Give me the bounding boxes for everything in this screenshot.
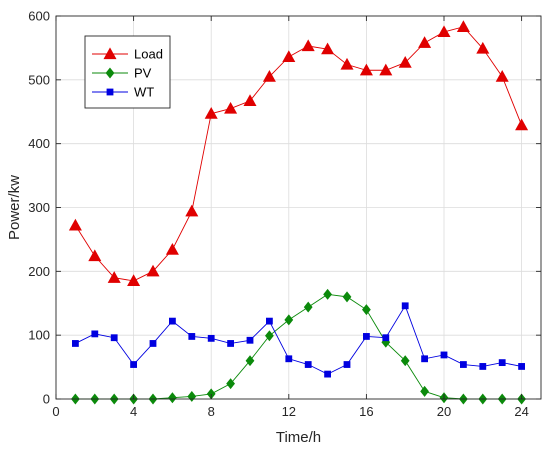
data-point-pv <box>420 385 429 397</box>
x-tick-label: 0 <box>52 404 59 419</box>
data-point-load <box>515 118 529 131</box>
data-point-load <box>495 70 509 82</box>
data-point-load <box>224 101 238 114</box>
legend-marker-wt <box>106 88 114 96</box>
legend-box <box>84 35 171 109</box>
y-tick-label: 500 <box>28 72 50 87</box>
data-point-pv <box>303 301 313 313</box>
data-point-load <box>243 94 257 106</box>
data-point-wt <box>188 333 196 340</box>
data-point-wt <box>460 361 467 368</box>
data-point-pv <box>226 378 235 390</box>
data-point-pv <box>362 304 371 316</box>
y-tick-label: 100 <box>28 328 50 343</box>
data-point-load <box>165 243 179 255</box>
data-point-pv <box>245 355 255 367</box>
x-tick-label: 20 <box>437 404 451 419</box>
data-point-wt <box>401 302 409 310</box>
data-point-load <box>204 107 218 119</box>
data-point-wt <box>440 351 448 359</box>
y-tick-label: 200 <box>28 264 50 279</box>
legend-marker-pv <box>105 67 115 79</box>
legend: Load PV WT <box>84 35 171 109</box>
legend-label-pv: PV <box>134 66 152 81</box>
data-point-load <box>88 249 102 262</box>
data-point-wt <box>363 333 370 340</box>
data-point-pv <box>342 291 352 303</box>
data-point-wt <box>324 370 331 378</box>
data-point-load <box>146 264 160 277</box>
data-point-wt <box>110 334 118 342</box>
data-point-wt <box>304 361 312 368</box>
data-point-load <box>321 42 335 55</box>
data-point-load <box>185 204 199 217</box>
legend-label-wt: WT <box>134 85 154 100</box>
data-point-wt <box>498 359 506 367</box>
data-point-load <box>456 20 470 32</box>
data-point-wt <box>285 355 293 363</box>
legend-label-load: Load <box>134 47 163 62</box>
data-point-load <box>262 70 276 82</box>
data-point-pv <box>400 355 410 367</box>
data-point-wt <box>343 361 351 368</box>
data-point-wt <box>227 340 234 347</box>
data-point-wt <box>266 317 273 325</box>
data-point-pv <box>265 330 274 342</box>
data-point-pv <box>168 392 177 404</box>
data-point-wt <box>479 363 487 370</box>
x-tick-label: 8 <box>208 404 215 419</box>
data-point-wt <box>149 340 157 347</box>
y-tick-label: 0 <box>43 392 50 407</box>
x-tick-label: 16 <box>359 404 373 419</box>
data-point-load <box>437 25 451 38</box>
x-axis-label: Time/h <box>276 429 321 446</box>
y-tick-label: 400 <box>28 136 50 151</box>
data-point-wt <box>91 330 99 338</box>
data-point-wt <box>518 363 525 370</box>
y-axis-label: Power/kw <box>6 175 23 240</box>
y-tick-label: 600 <box>28 9 50 24</box>
axis-ticks: 0 4 8 12 16 20 24 0 100 200 300 400 500 600 <box>28 9 541 419</box>
data-point-load <box>359 63 373 76</box>
data-point-load <box>68 218 82 231</box>
data-point-load <box>379 63 393 76</box>
data-point-wt <box>421 355 428 363</box>
data-point-pv <box>323 288 332 300</box>
data-point-pv <box>284 314 294 326</box>
data-point-wt <box>246 336 254 344</box>
x-tick-label: 24 <box>514 404 528 419</box>
data-point-wt <box>382 334 390 342</box>
legend-marker-load <box>103 47 117 60</box>
data-point-wt <box>130 361 137 368</box>
y-tick-label: 300 <box>28 200 50 215</box>
data-point-load <box>398 55 412 68</box>
data-point-load <box>476 41 490 54</box>
data-point-load <box>301 39 315 52</box>
data-point-wt <box>169 317 176 325</box>
data-point-load <box>418 36 432 48</box>
x-tick-label: 4 <box>130 404 137 419</box>
data-point-wt <box>72 340 79 347</box>
data-point-wt <box>207 334 215 342</box>
data-point-load <box>127 274 141 287</box>
data-point-load <box>107 271 121 283</box>
series-markers <box>68 20 529 405</box>
data-point-load <box>340 57 354 70</box>
data-point-load <box>282 50 296 62</box>
x-tick-label: 12 <box>282 404 296 419</box>
